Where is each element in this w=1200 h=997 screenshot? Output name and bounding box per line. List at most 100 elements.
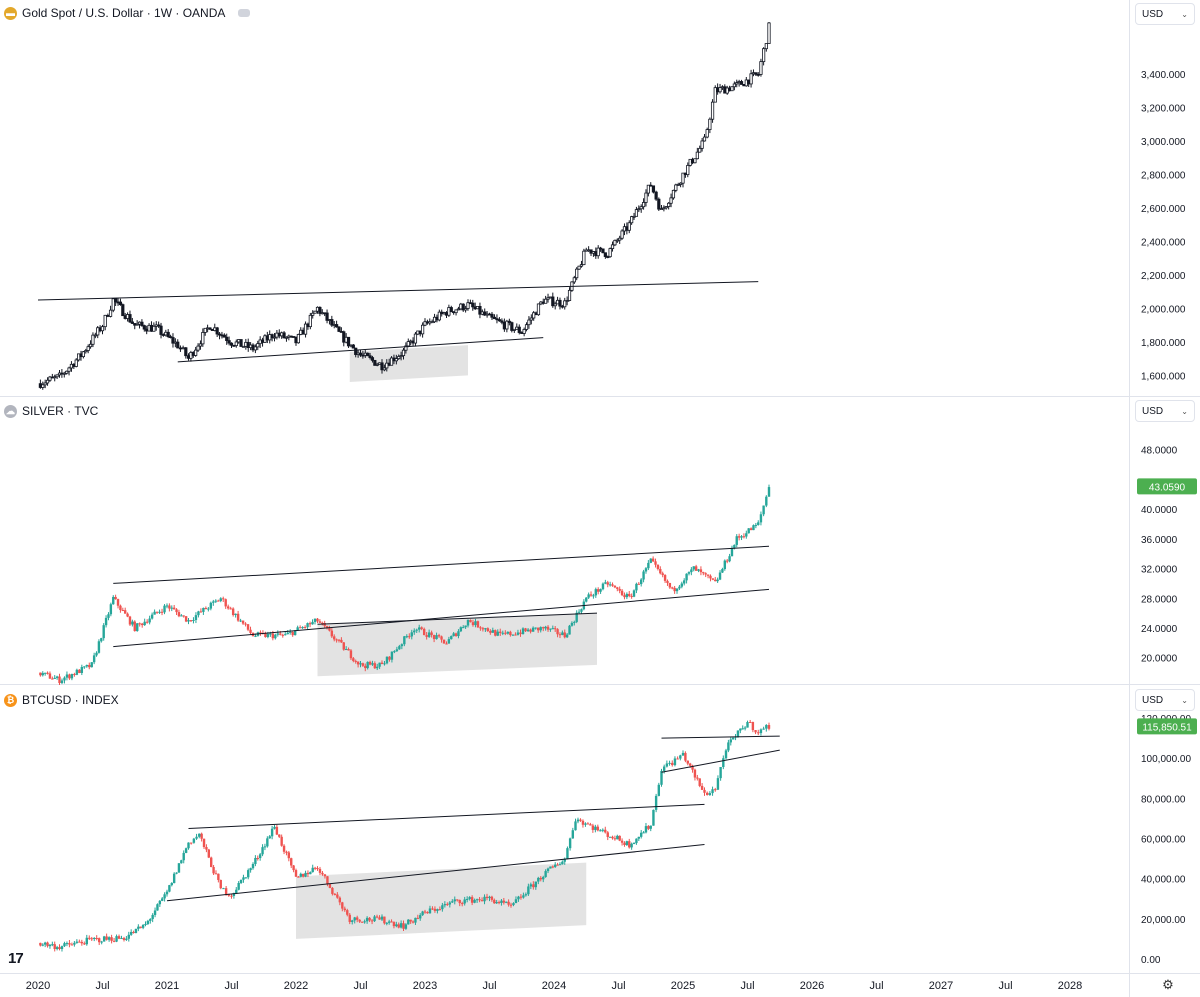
candle-body <box>143 621 146 626</box>
candle-body <box>273 826 276 829</box>
candle-body <box>182 615 185 617</box>
price-axis-label: 1,600.000 <box>1141 371 1186 382</box>
silver-legend[interactable]: ☁ SILVER · TVC <box>4 404 98 418</box>
candle-body <box>568 625 571 635</box>
silver-currency-select[interactable]: USD ⌄ <box>1135 400 1195 422</box>
candle-body <box>75 941 79 943</box>
candle-body <box>698 778 701 786</box>
candle-body <box>130 321 134 324</box>
candle-body <box>67 367 71 372</box>
candle-body <box>387 921 391 923</box>
candle-body <box>214 873 218 875</box>
candle-body <box>708 793 712 795</box>
candle-body <box>187 620 190 622</box>
candle-body <box>110 937 113 941</box>
candle-body <box>330 630 334 637</box>
candle-body <box>281 634 284 636</box>
candle-body <box>219 598 222 601</box>
candle-body <box>674 184 678 191</box>
candle-body <box>709 575 712 579</box>
candle-body <box>759 729 763 734</box>
candle-body <box>371 663 374 665</box>
candle-body <box>490 896 494 900</box>
candle-body <box>163 605 166 613</box>
candle-body <box>43 382 47 386</box>
candle-body <box>150 614 154 619</box>
candle-body <box>703 789 706 793</box>
candle-body <box>383 916 386 924</box>
candle-body <box>43 672 47 674</box>
candle-body <box>509 631 512 636</box>
candle-body <box>741 728 744 730</box>
candle-body <box>282 845 286 852</box>
tradingview-logo-icon[interactable]: 17 <box>8 950 24 967</box>
candle-body <box>558 299 562 307</box>
candle-body <box>454 633 458 637</box>
candle-body <box>390 921 393 923</box>
candle-body <box>201 332 205 345</box>
candle-body <box>681 172 685 184</box>
candle-body <box>430 321 434 324</box>
candle-body <box>675 588 679 592</box>
candle-body <box>565 634 569 638</box>
candle-body <box>430 632 433 636</box>
gear-icon[interactable]: ⚙ <box>1162 977 1174 992</box>
time-axis: 2020 Jul 2021 Jul 2022 Jul 2023 Jul 2024 Jul 2025 J… <box>26 980 1082 992</box>
candle-body <box>41 384 45 388</box>
candle-body <box>168 336 173 339</box>
candle-body <box>628 841 631 848</box>
visibility-icon[interactable] <box>238 9 251 17</box>
candle-body <box>361 663 365 666</box>
candle-body <box>68 674 71 679</box>
candle-body <box>370 357 375 361</box>
candle-body <box>496 631 499 636</box>
candle-body <box>39 672 42 676</box>
candle-body <box>225 336 229 341</box>
btc-legend[interactable]: ₿ BTCUSD · INDEX <box>4 693 119 707</box>
candle-body <box>236 613 240 621</box>
candle-body <box>749 73 753 85</box>
candle-body <box>235 889 238 894</box>
candle-body <box>119 605 122 611</box>
candle-body <box>338 897 342 903</box>
candle-body <box>733 544 736 548</box>
candle-body <box>125 938 128 940</box>
gold-legend[interactable]: ▬ Gold Spot / U.S. Dollar · 1W · OANDA <box>4 6 251 20</box>
candle-body <box>680 583 684 587</box>
candle-body <box>599 589 602 592</box>
candle-body <box>748 721 752 723</box>
candle-body <box>635 838 638 844</box>
candle-body <box>411 921 415 923</box>
candle-body <box>227 340 231 344</box>
candle-body <box>370 920 374 922</box>
candle-body <box>542 627 545 629</box>
candle-body <box>368 917 371 921</box>
candle-body <box>127 934 130 939</box>
candle-body <box>140 321 144 327</box>
candle-body <box>194 349 198 356</box>
candle-body <box>497 902 501 904</box>
candle-body <box>682 580 686 584</box>
gold-currency-select[interactable]: USD ⌄ <box>1135 3 1195 25</box>
candle-body <box>297 876 300 878</box>
candle-body <box>485 896 489 899</box>
candle-body <box>623 842 626 846</box>
candle-body <box>556 864 559 866</box>
candle-body <box>140 623 144 626</box>
candle-body <box>437 635 441 637</box>
candle-body <box>224 599 227 607</box>
candle-body <box>752 525 755 531</box>
candle-body <box>586 823 590 825</box>
candle-body <box>694 566 698 571</box>
candle-body <box>754 730 757 733</box>
btc-currency-select[interactable]: USD ⌄ <box>1135 689 1195 711</box>
candle-body <box>402 923 405 929</box>
candle-body <box>512 903 515 906</box>
candle-body <box>664 206 668 209</box>
candle-body <box>610 244 615 249</box>
candle-body <box>718 87 722 93</box>
candle-body <box>348 914 351 922</box>
candle-body <box>576 819 580 822</box>
candle-body <box>620 230 624 239</box>
